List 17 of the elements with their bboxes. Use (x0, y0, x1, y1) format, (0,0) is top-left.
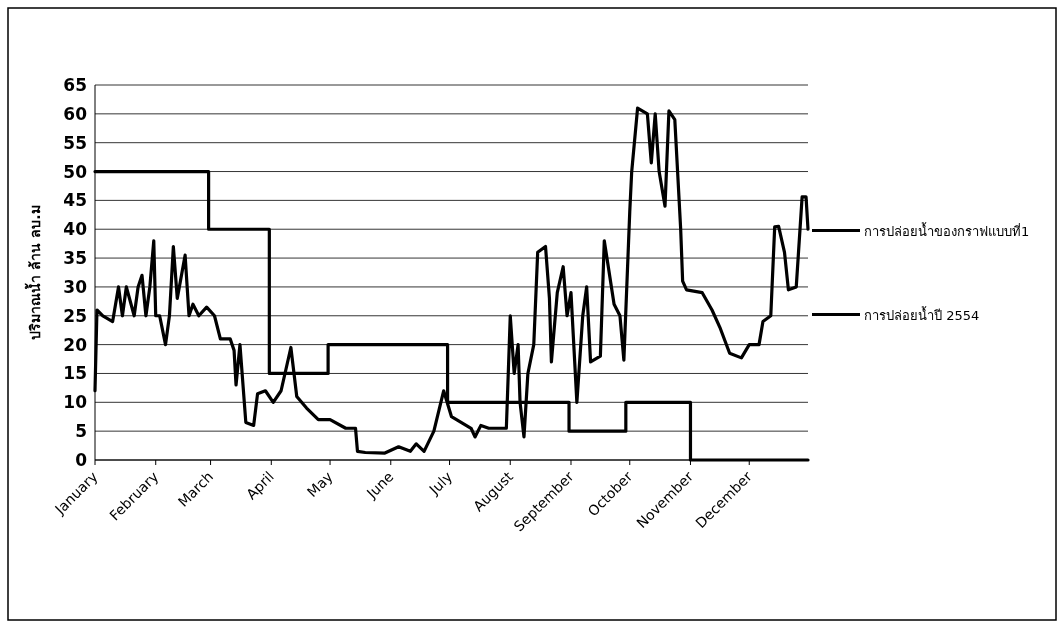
y-tick-label: 50 (63, 161, 88, 182)
legend-label: การปล่อยน้ำปี 2554 (864, 305, 980, 322)
y-tick-label: 15 (63, 363, 87, 384)
y-tick-label: 35 (63, 248, 87, 269)
y-tick-label: 65 (63, 75, 87, 95)
y-tick-label: 0 (75, 450, 88, 470)
legend-label: การปล่อยน้ำของกราฟแบบที่1 (864, 221, 1030, 238)
y-tick-label: 5 (75, 421, 87, 442)
y-tick-label: 10 (63, 392, 88, 413)
y-tick-label: 45 (63, 190, 87, 211)
y-axis-title: ปริมาณน้ำ ล้าน ลบ.ม (24, 205, 43, 340)
y-tick-label: 55 (63, 132, 87, 153)
y-tick-label: 20 (63, 334, 88, 355)
y-tick-label: 25 (63, 305, 87, 326)
y-tick-label: 60 (63, 103, 88, 124)
y-tick-label: 40 (63, 219, 88, 240)
y-tick-label: 30 (63, 276, 88, 297)
